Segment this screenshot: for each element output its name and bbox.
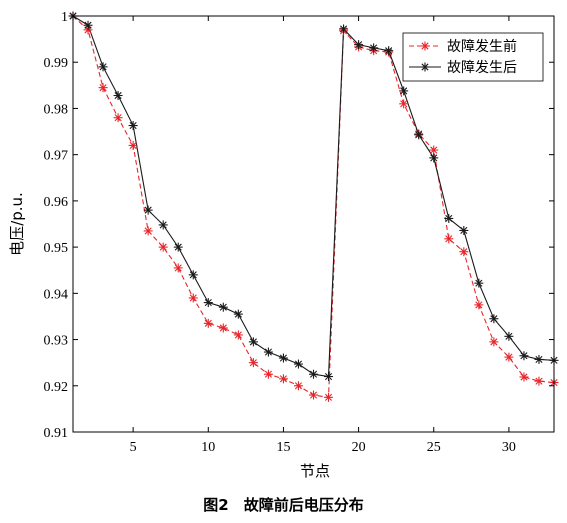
- x-axis-label: 节点: [300, 462, 330, 480]
- data-point: [309, 390, 318, 400]
- data-point: [263, 347, 273, 357]
- data-point: [399, 99, 409, 109]
- data-point: [414, 130, 424, 140]
- data-point: [143, 226, 153, 236]
- voltage-distribution-chart: 5 10 15 20 25 30 0.91 0.92 0.93 0.94 0.95 0.96 0.97 0…: [8, 10, 559, 480]
- x-tick-label: 25: [427, 440, 441, 455]
- x-tick-label: 30: [502, 440, 516, 455]
- data-point: [218, 302, 228, 312]
- data-point: [173, 263, 183, 273]
- y-tick-label: 0.91: [44, 426, 69, 441]
- y-tick-label: 0.97: [44, 149, 69, 164]
- data-point: [158, 242, 168, 252]
- data-point: [203, 318, 213, 328]
- data-point: [519, 372, 529, 382]
- data-point: [384, 46, 394, 56]
- data-point: [444, 213, 454, 223]
- data-point: [188, 270, 198, 280]
- y-tick-label: 0.93: [44, 334, 69, 349]
- x-tick-label: 15: [276, 440, 290, 455]
- x-tick-label: 20: [352, 440, 366, 455]
- legend-marker: [420, 41, 430, 51]
- data-point: [444, 234, 454, 244]
- data-point: [188, 293, 198, 303]
- data-point: [489, 337, 499, 347]
- data-point: [504, 331, 514, 341]
- data-point: [369, 43, 379, 53]
- data-point: [293, 381, 303, 391]
- plot-area: [68, 11, 559, 402]
- data-point: [278, 353, 288, 363]
- y-tick-label: 0.96: [44, 195, 69, 210]
- legend-marker: [420, 62, 430, 72]
- data-point: [98, 62, 108, 72]
- data-point: [248, 337, 258, 347]
- y-tick-label: 1: [61, 10, 68, 25]
- data-point: [489, 314, 499, 324]
- y-axis-label: 电压/p.u.: [8, 192, 26, 256]
- data-point: [519, 351, 529, 361]
- data-point: [474, 300, 484, 310]
- x-tick-label: 10: [201, 440, 215, 455]
- data-point: [173, 242, 183, 252]
- axes-frame: [72, 15, 555, 433]
- data-point: [459, 247, 469, 257]
- legend-entry-2: 故障发生后: [447, 60, 517, 76]
- legend-box: [402, 32, 544, 82]
- legend-entry-1: 故障发生前: [447, 38, 517, 55]
- data-point: [98, 83, 108, 93]
- data-point: [248, 358, 258, 368]
- data-point: [143, 205, 153, 215]
- data-point: [534, 354, 544, 364]
- data-point: [293, 359, 303, 369]
- data-point: [128, 121, 138, 131]
- data-point: [233, 309, 243, 319]
- data-point: [354, 40, 364, 50]
- series-markers-2: [68, 11, 559, 382]
- data-point: [339, 24, 349, 34]
- figure-caption: 图2 故障前后电压分布: [203, 496, 364, 514]
- axes: 5 10 15 20 25 30 0.91 0.92 0.93 0.94 0.95 0.96 0.97 0…: [44, 10, 555, 455]
- data-point: [203, 298, 213, 308]
- data-point: [399, 86, 409, 96]
- data-point: [128, 140, 138, 150]
- data-point: [83, 20, 93, 30]
- y-tick-label: 0.95: [44, 241, 69, 256]
- data-point: [459, 225, 469, 235]
- y-tick-label: 0.92: [44, 380, 69, 395]
- data-point: [158, 220, 168, 230]
- data-point: [474, 278, 484, 288]
- y-tick-label: 0.99: [44, 56, 69, 71]
- data-point: [324, 372, 334, 382]
- data-point: [113, 91, 123, 101]
- x-tick-label: 5: [130, 440, 137, 455]
- data-point: [113, 113, 123, 123]
- data-point: [324, 392, 334, 402]
- data-point: [429, 145, 439, 155]
- data-point: [534, 376, 544, 386]
- data-point: [263, 369, 273, 379]
- data-point: [429, 153, 439, 163]
- data-point: [233, 330, 243, 340]
- data-point: [309, 369, 318, 379]
- data-point: [278, 374, 288, 384]
- y-tick-label: 0.94: [44, 287, 69, 302]
- data-point: [218, 323, 228, 333]
- data-point: [504, 352, 514, 362]
- y-tick-label: 0.98: [44, 102, 69, 117]
